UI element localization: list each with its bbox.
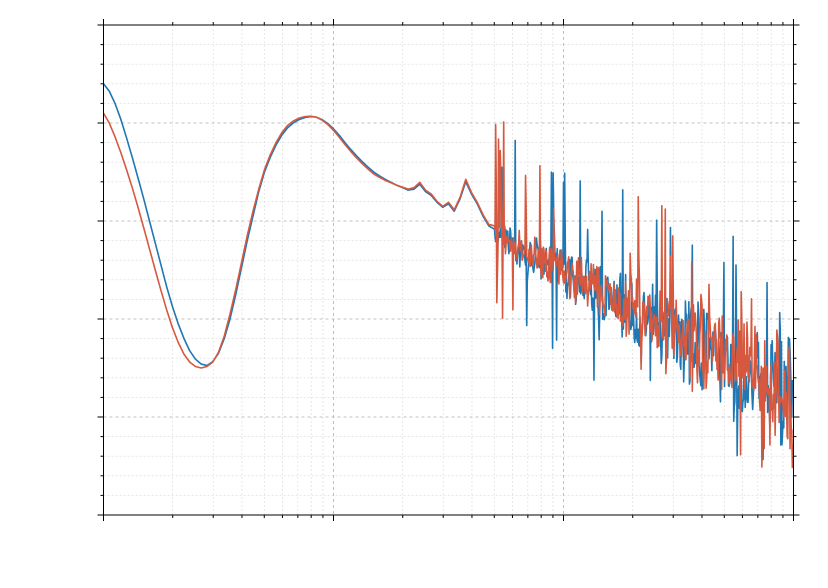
line-chart xyxy=(0,0,828,588)
